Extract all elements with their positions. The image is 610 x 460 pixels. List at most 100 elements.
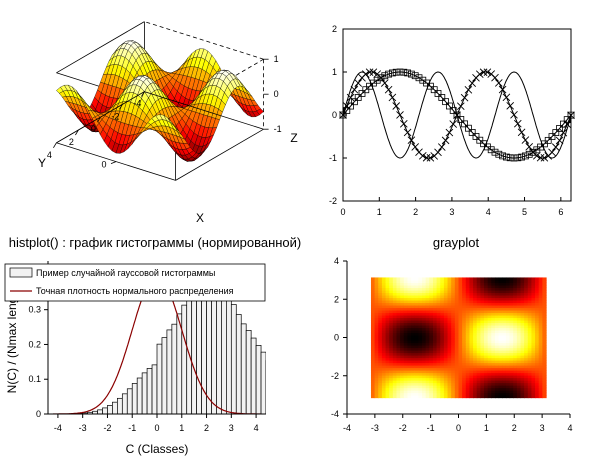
heatmap-cell bbox=[454, 307, 460, 311]
heatmap-cell bbox=[422, 292, 427, 296]
heatmap-cell bbox=[535, 357, 540, 361]
heatmap-cell bbox=[520, 385, 525, 389]
heatmap-cell bbox=[381, 347, 387, 351]
heatmap-cell bbox=[418, 395, 423, 399]
heatmap-cell bbox=[520, 322, 525, 326]
heatmap-cell bbox=[418, 355, 423, 359]
heatmap-cell bbox=[498, 277, 503, 281]
heatmap-cell bbox=[538, 282, 543, 286]
heatmap-cell bbox=[392, 294, 398, 299]
heatmap-cell bbox=[480, 350, 485, 354]
heatmap-cell bbox=[436, 347, 441, 351]
heatmap-cell bbox=[389, 289, 394, 294]
heatmap-cell bbox=[381, 312, 387, 316]
heatmap-cell bbox=[392, 340, 398, 344]
heatmap-cell bbox=[484, 282, 489, 286]
heatmap-cell bbox=[473, 380, 478, 384]
heatmap-cell bbox=[542, 342, 547, 346]
heatmap-cell bbox=[374, 294, 379, 299]
heatmap-cell bbox=[400, 350, 405, 354]
heatmap-cell bbox=[396, 282, 401, 286]
heatmap-cell bbox=[451, 309, 456, 314]
heatmap-cell bbox=[370, 357, 376, 361]
heatmap-cell bbox=[480, 365, 485, 369]
heatmap-cell bbox=[400, 292, 405, 296]
heatmap-cell bbox=[440, 360, 445, 364]
heatmap-cell bbox=[381, 345, 387, 349]
heatmap-cell bbox=[443, 350, 449, 354]
heatmap-cell bbox=[498, 340, 503, 344]
heatmap-cell bbox=[451, 332, 456, 336]
series-sin-2x-marker bbox=[517, 128, 526, 137]
heatmap-cell bbox=[396, 327, 401, 331]
heatmap-cell bbox=[418, 357, 423, 361]
heatmap-cell bbox=[396, 377, 401, 381]
heatmap-cell bbox=[414, 360, 419, 364]
heatmap-cell bbox=[451, 377, 456, 381]
heatmap-cell bbox=[385, 392, 390, 396]
heatmap-cell bbox=[494, 395, 500, 399]
heatmap-cell bbox=[400, 335, 405, 339]
heatmap-cell bbox=[531, 395, 536, 399]
heatmap-cell bbox=[425, 294, 430, 299]
heatmap-cell bbox=[432, 292, 438, 296]
heatmap-cell bbox=[538, 370, 543, 374]
heatmap-cell bbox=[422, 370, 427, 374]
heatmap-cell bbox=[418, 282, 423, 286]
heatmap-cell bbox=[502, 277, 507, 281]
heatmap-cell bbox=[392, 284, 398, 289]
heatmap-cell bbox=[378, 365, 383, 369]
heatmap-cell bbox=[502, 297, 507, 301]
heatmap-cell bbox=[458, 355, 463, 359]
series-sin-x-marker bbox=[347, 102, 355, 110]
heatmap-cell bbox=[531, 314, 536, 319]
series-sin-2x-marker bbox=[567, 111, 575, 120]
heatmap-cell bbox=[400, 294, 405, 299]
heatmap-cell bbox=[451, 372, 456, 376]
heatmap-cell bbox=[374, 362, 379, 366]
heatmap-cell bbox=[454, 340, 460, 344]
heatmap-cell bbox=[443, 365, 449, 369]
heatmap-cell bbox=[378, 372, 383, 376]
heatmap-cell bbox=[516, 307, 522, 311]
heatmap-cell bbox=[476, 302, 481, 306]
heatmap-cell bbox=[527, 327, 533, 331]
heatmap-cell bbox=[458, 279, 463, 284]
heatmap-cell bbox=[432, 287, 438, 291]
heatmap-cell bbox=[469, 395, 474, 399]
heatmap-cell bbox=[378, 322, 383, 326]
heatmap-cell bbox=[447, 342, 452, 346]
heatmap-cell bbox=[389, 299, 394, 304]
heatmap-cell bbox=[385, 375, 390, 379]
heatmap-cell bbox=[531, 337, 536, 341]
heatmap-cell bbox=[527, 347, 533, 351]
heatmap-cell bbox=[458, 372, 463, 376]
heatmap-cell bbox=[498, 302, 503, 306]
heatmap-cell bbox=[505, 355, 511, 359]
heatmap-cell bbox=[440, 337, 445, 341]
heatmap-cell bbox=[494, 352, 500, 356]
heatmap-cell bbox=[505, 335, 511, 339]
heatmap-cell bbox=[436, 302, 441, 306]
heatmap-cell bbox=[418, 309, 423, 314]
heatmap-cell bbox=[531, 340, 536, 344]
heatmap-cell bbox=[476, 314, 481, 319]
heatmap-cell bbox=[447, 317, 452, 321]
heatmap-cell bbox=[400, 304, 405, 309]
heatmap-cell bbox=[480, 297, 485, 301]
series-sin-2x-marker bbox=[468, 79, 477, 87]
heatmap-cell bbox=[425, 357, 430, 361]
heatmap-cell bbox=[443, 377, 449, 381]
series-sin-x-marker bbox=[373, 76, 381, 84]
heatmap-cell bbox=[414, 370, 419, 374]
heatmap-cell bbox=[422, 284, 427, 289]
heatmap-cell bbox=[513, 277, 518, 281]
heatmap-cell bbox=[407, 360, 412, 364]
heatmap-cell bbox=[436, 355, 441, 359]
heatmap-cell bbox=[378, 302, 383, 306]
series-sin-x-marker bbox=[552, 129, 560, 137]
heatmap-cell bbox=[476, 337, 481, 341]
heatmap-cell bbox=[392, 362, 398, 366]
heatmap-cell bbox=[509, 297, 514, 301]
heatmap-cell bbox=[443, 352, 449, 356]
